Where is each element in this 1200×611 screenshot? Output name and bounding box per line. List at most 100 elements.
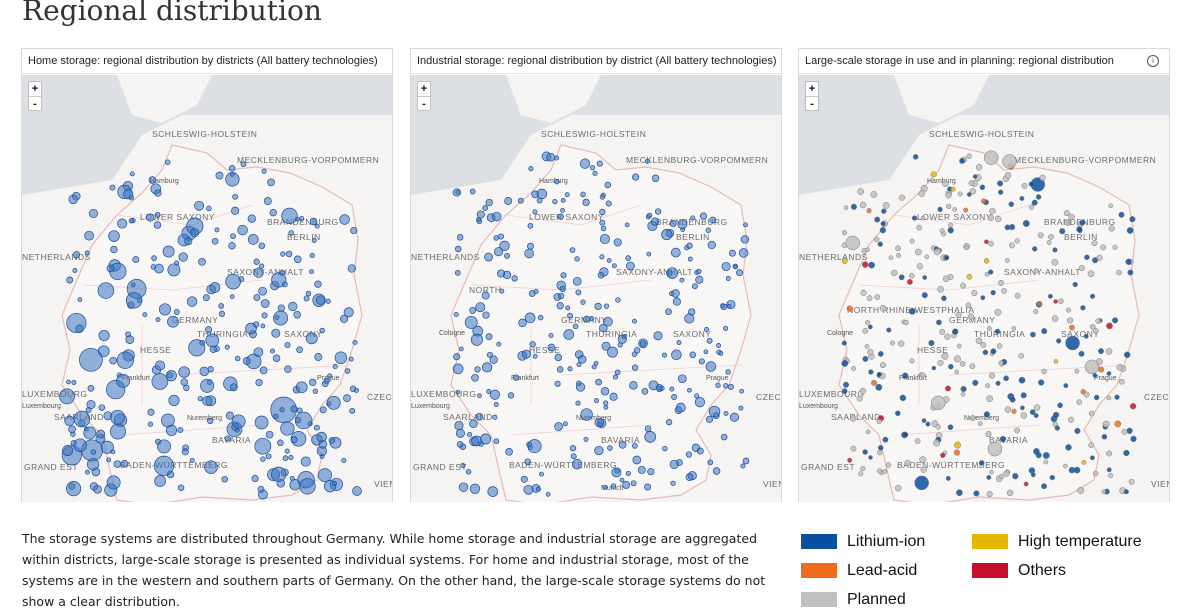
storage-marker[interactable] — [494, 247, 504, 257]
storage-marker[interactable] — [314, 280, 322, 288]
storage-marker[interactable] — [607, 445, 613, 451]
storage-marker[interactable] — [279, 269, 286, 276]
storage-marker[interactable] — [455, 389, 461, 395]
storage-marker[interactable] — [594, 398, 599, 404]
storage-marker[interactable] — [68, 194, 78, 205]
storage-marker[interactable] — [125, 331, 131, 338]
storage-marker[interactable] — [309, 269, 314, 275]
storage-marker[interactable] — [708, 405, 721, 418]
storage-marker[interactable] — [309, 217, 318, 226]
info-icon[interactable]: i — [1147, 55, 1159, 67]
storage-marker[interactable] — [321, 380, 329, 388]
storage-marker[interactable] — [96, 429, 106, 439]
storage-marker[interactable] — [622, 481, 631, 489]
storage-marker[interactable] — [1114, 394, 1120, 400]
storage-marker[interactable] — [254, 437, 272, 455]
storage-marker[interactable] — [108, 230, 120, 242]
storage-marker[interactable] — [867, 324, 873, 330]
storage-marker[interactable] — [1098, 366, 1105, 373]
storage-marker[interactable] — [954, 441, 961, 449]
storage-marker[interactable] — [552, 198, 558, 205]
storage-marker[interactable] — [1030, 331, 1036, 338]
storage-marker[interactable] — [843, 205, 849, 210]
storage-marker[interactable] — [1043, 459, 1049, 465]
storage-marker[interactable] — [485, 333, 493, 341]
storage-marker[interactable] — [1003, 470, 1010, 477]
storage-marker[interactable] — [694, 270, 699, 275]
storage-marker[interactable] — [671, 394, 678, 400]
storage-marker[interactable] — [150, 264, 157, 270]
storage-marker[interactable] — [1031, 199, 1038, 206]
storage-marker[interactable] — [205, 326, 213, 334]
storage-marker[interactable] — [251, 475, 259, 483]
storage-marker[interactable] — [84, 230, 94, 241]
storage-marker[interactable] — [113, 460, 122, 468]
storage-marker[interactable] — [888, 255, 894, 261]
storage-marker[interactable] — [939, 328, 946, 335]
storage-marker[interactable] — [486, 389, 492, 394]
storage-marker[interactable] — [1068, 213, 1075, 221]
storage-marker[interactable] — [605, 200, 612, 207]
storage-marker[interactable] — [639, 340, 647, 347]
storage-marker[interactable] — [147, 421, 154, 427]
storage-marker[interactable] — [1100, 244, 1107, 251]
storage-marker[interactable] — [344, 368, 351, 374]
storage-marker[interactable] — [1028, 181, 1035, 187]
storage-marker[interactable] — [520, 475, 528, 483]
storage-marker[interactable] — [328, 437, 336, 444]
storage-marker[interactable] — [1049, 474, 1055, 481]
storage-marker[interactable] — [865, 247, 870, 253]
storage-marker[interactable] — [874, 294, 881, 300]
storage-marker[interactable] — [1006, 489, 1014, 497]
storage-marker[interactable] — [1008, 242, 1015, 249]
storage-marker[interactable] — [1121, 428, 1128, 435]
storage-marker[interactable] — [265, 453, 272, 460]
storage-marker[interactable] — [470, 333, 483, 346]
storage-marker[interactable] — [237, 224, 248, 236]
storage-marker[interactable] — [1064, 219, 1072, 227]
storage-marker[interactable] — [1095, 318, 1102, 324]
storage-marker[interactable] — [260, 299, 270, 308]
storage-marker[interactable] — [1032, 246, 1038, 252]
storage-marker[interactable] — [580, 408, 593, 421]
storage-marker[interactable] — [284, 341, 291, 349]
storage-marker[interactable] — [524, 458, 531, 465]
storage-marker[interactable] — [79, 347, 103, 372]
storage-marker[interactable] — [110, 245, 118, 254]
storage-marker[interactable] — [202, 294, 210, 302]
storage-marker[interactable] — [1096, 254, 1103, 261]
storage-marker[interactable] — [1112, 317, 1119, 324]
storage-marker[interactable] — [595, 378, 602, 386]
storage-marker[interactable] — [624, 222, 630, 228]
storage-marker[interactable] — [487, 486, 499, 497]
storage-marker[interactable] — [1123, 449, 1130, 457]
storage-marker[interactable] — [882, 202, 890, 209]
storage-marker[interactable] — [625, 470, 631, 476]
storage-marker[interactable] — [904, 459, 911, 467]
storage-marker[interactable] — [972, 379, 979, 386]
storage-marker[interactable] — [921, 418, 927, 423]
storage-marker[interactable] — [352, 339, 358, 346]
storage-marker[interactable] — [930, 171, 937, 178]
storage-marker[interactable] — [564, 192, 570, 198]
storage-marker[interactable] — [326, 395, 341, 410]
storage-marker[interactable] — [614, 369, 621, 376]
storage-marker[interactable] — [106, 475, 121, 490]
zoom-in-button[interactable]: + — [31, 83, 39, 95]
storage-marker[interactable] — [625, 255, 632, 261]
storage-marker[interactable] — [606, 258, 612, 263]
storage-marker[interactable] — [942, 180, 949, 188]
storage-marker[interactable] — [1129, 216, 1136, 223]
storage-marker[interactable] — [576, 380, 582, 386]
storage-marker[interactable] — [704, 327, 710, 333]
storage-marker[interactable] — [959, 157, 966, 164]
storage-marker[interactable] — [1129, 403, 1137, 410]
storage-marker[interactable] — [858, 471, 864, 477]
storage-marker[interactable] — [954, 369, 959, 375]
storage-marker[interactable] — [1093, 394, 1100, 401]
storage-marker[interactable] — [597, 271, 605, 279]
storage-marker[interactable] — [536, 188, 548, 200]
storage-marker[interactable] — [539, 471, 544, 477]
storage-marker[interactable] — [305, 290, 312, 297]
storage-marker[interactable] — [903, 319, 909, 326]
